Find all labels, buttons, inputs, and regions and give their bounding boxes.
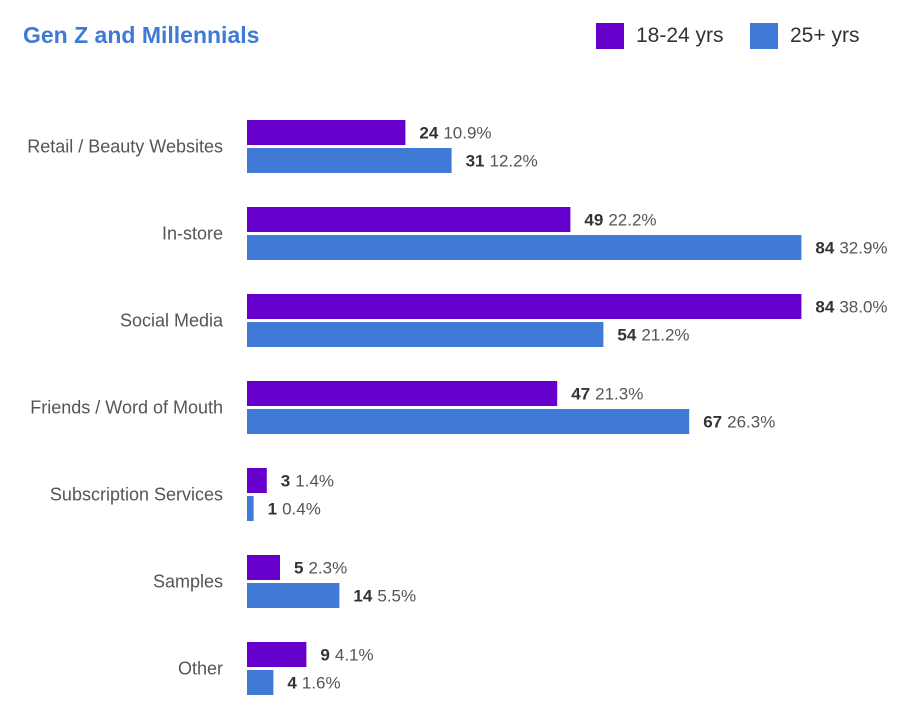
- bar-other-18-24: [247, 642, 307, 667]
- value-label-social-media-25-plus: 54 21.2%: [617, 326, 689, 345]
- value-label-friends-word-of-mouth-18-24: 47 21.3%: [571, 385, 643, 404]
- percent-label: 38.0%: [839, 298, 887, 317]
- count-label: 4: [287, 674, 297, 693]
- chart-title: Gen Z and Millennials: [23, 22, 260, 48]
- percent-label: 10.9%: [443, 124, 491, 143]
- percent-label: 5.5%: [377, 587, 416, 606]
- percent-label: 21.3%: [595, 385, 643, 404]
- count-label: 47: [571, 385, 590, 404]
- count-label: 1: [268, 500, 277, 519]
- count-label: 67: [703, 413, 722, 432]
- count-label: 84: [815, 298, 834, 317]
- category-label-samples: Samples: [153, 572, 223, 592]
- percent-label: 32.9%: [839, 239, 887, 258]
- count-label: 3: [281, 472, 290, 491]
- value-label-subscription-services-18-24: 3 1.4%: [281, 472, 334, 491]
- value-label-subscription-services-25-plus: 1 0.4%: [268, 500, 321, 519]
- bar-friends-word-of-mouth-18-24: [247, 381, 558, 406]
- category-label-other: Other: [178, 659, 223, 679]
- count-label: 14: [353, 587, 372, 606]
- bar-friends-word-of-mouth-25-plus: [247, 409, 690, 434]
- percent-label: 22.2%: [608, 211, 656, 230]
- category-label-in-store: In-store: [162, 224, 223, 244]
- percent-label: 1.4%: [295, 472, 334, 491]
- count-label: 84: [815, 239, 834, 258]
- bar-subscription-services-25-plus: [247, 496, 254, 521]
- percent-label: 12.2%: [490, 152, 538, 171]
- count-label: 5: [294, 559, 303, 578]
- value-label-other-25-plus: 4 1.6%: [287, 674, 340, 693]
- count-label: 31: [466, 152, 485, 171]
- value-label-in-store-18-24: 49 22.2%: [584, 211, 656, 230]
- legend-swatch-25-plus: [750, 23, 778, 49]
- bar-other-25-plus: [247, 670, 274, 695]
- count-label: 54: [617, 326, 636, 345]
- percent-label: 0.4%: [282, 500, 321, 519]
- legend-item-18-24: 18-24 yrs: [596, 22, 724, 50]
- category-label-retail-beauty-websites: Retail / Beauty Websites: [27, 137, 223, 157]
- legend-item-25-plus: 25+ yrs: [750, 22, 859, 50]
- bar-subscription-services-18-24: [247, 468, 267, 493]
- category-label-social-media: Social Media: [120, 311, 224, 331]
- legend-label-25-plus: 25+ yrs: [790, 24, 860, 47]
- bar-samples-18-24: [247, 555, 280, 580]
- value-label-friends-word-of-mouth-25-plus: 67 26.3%: [703, 413, 775, 432]
- bar-social-media-18-24: [247, 294, 802, 319]
- percent-label: 21.2%: [641, 326, 689, 345]
- percent-label: 1.6%: [302, 674, 341, 693]
- count-label: 24: [419, 124, 438, 143]
- value-label-retail-beauty-websites-18-24: 24 10.9%: [419, 124, 491, 143]
- bar-in-store-25-plus: [247, 235, 802, 260]
- value-label-retail-beauty-websites-25-plus: 31 12.2%: [466, 152, 538, 171]
- count-label: 9: [320, 646, 329, 665]
- legend-label-18-24: 18-24 yrs: [636, 24, 724, 47]
- count-label: 49: [584, 211, 603, 230]
- legend-swatch-18-24: [596, 23, 624, 49]
- value-label-samples-18-24: 5 2.3%: [294, 559, 347, 578]
- bar-retail-beauty-websites-18-24: [247, 120, 406, 145]
- category-label-subscription-services: Subscription Services: [50, 485, 223, 505]
- bar-samples-25-plus: [247, 583, 340, 608]
- value-label-other-18-24: 9 4.1%: [320, 646, 373, 665]
- percent-label: 26.3%: [727, 413, 775, 432]
- value-label-social-media-18-24: 84 38.0%: [815, 298, 887, 317]
- category-label-friends-word-of-mouth: Friends / Word of Mouth: [30, 398, 223, 418]
- percent-label: 4.1%: [335, 646, 374, 665]
- value-label-samples-25-plus: 14 5.5%: [353, 587, 416, 606]
- bar-retail-beauty-websites-25-plus: [247, 148, 452, 173]
- bar-in-store-18-24: [247, 207, 571, 232]
- value-label-in-store-25-plus: 84 32.9%: [815, 239, 887, 258]
- bar-social-media-25-plus: [247, 322, 604, 347]
- percent-label: 2.3%: [308, 559, 347, 578]
